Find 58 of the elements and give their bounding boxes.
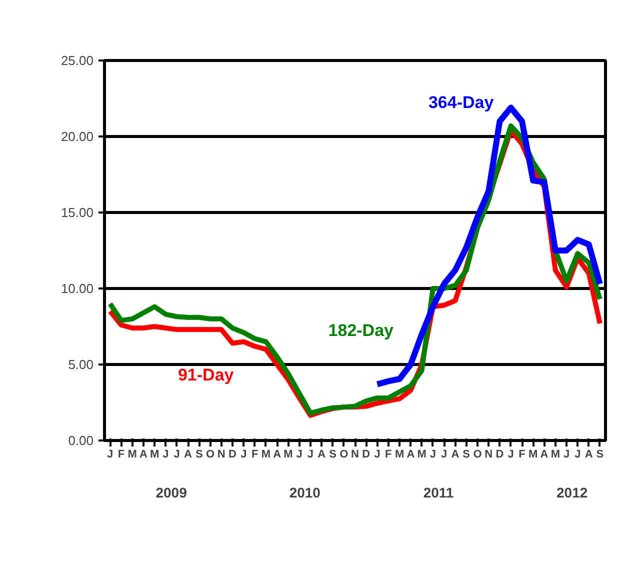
x-tick-label: M	[128, 448, 137, 460]
x-tick-label: J	[162, 448, 169, 460]
text: 2012	[556, 484, 588, 500]
series-label: 182-Day	[328, 321, 394, 340]
x-tick-label: D	[496, 448, 504, 460]
text: 2010	[289, 484, 321, 500]
x-tick-label: J	[174, 448, 180, 460]
x-tick-label: M	[261, 448, 271, 460]
x-tick-label: M	[284, 448, 293, 460]
x-tick-label: A	[273, 448, 282, 460]
text: 2011	[423, 484, 454, 500]
y-tick-label: 25.00	[60, 53, 94, 68]
x-tick-label: F	[518, 448, 526, 460]
x-tick-label: J	[374, 448, 380, 460]
x-tick-label: J	[240, 448, 247, 460]
x-tick-label: F	[251, 448, 258, 460]
x-tick-label: M	[150, 448, 160, 460]
x-tick-label: M	[528, 448, 538, 460]
x-tick-label: J	[296, 448, 302, 460]
x-tick-label: O	[473, 448, 482, 460]
x-tick-label: J	[107, 448, 114, 460]
y-tick-label: 5.00	[68, 357, 94, 372]
x-tick-label: A	[139, 448, 148, 460]
x-tick-label: A	[318, 448, 326, 460]
x-tick-label: D	[362, 448, 370, 460]
x-tick-label: J	[508, 448, 514, 460]
text: 2009	[156, 484, 188, 500]
y-tick-label: 0.00	[68, 433, 94, 448]
y-tick-label: 15.00	[60, 205, 94, 220]
y-tick-label: 20.00	[60, 129, 94, 144]
x-tick-label: A	[451, 448, 460, 460]
x-tick-label: S	[596, 448, 604, 460]
x-tick-label: J	[441, 448, 448, 460]
x-tick-label: A	[584, 448, 593, 460]
x-tick-label: A	[540, 448, 548, 460]
x-tick-label: J	[307, 448, 314, 460]
x-tick-label: N	[484, 448, 493, 460]
x-tick-label: N	[217, 448, 226, 460]
x-tick-label: F	[385, 448, 392, 460]
x-tick-label: J	[574, 448, 581, 460]
series-label: 364-Day	[428, 93, 494, 112]
series-label: 91-Day	[178, 365, 234, 384]
y-tick-label: 10.00	[60, 281, 94, 296]
x-tick-label: F	[118, 448, 125, 460]
x-tick-label: S	[462, 448, 470, 460]
x-tick-label: M	[417, 448, 426, 460]
x-tick-label: A	[406, 448, 415, 460]
x-tick-label: S	[195, 448, 203, 460]
x-tick-label: N	[351, 448, 360, 460]
x-tick-label: J	[563, 448, 570, 460]
x-tick-label: M	[394, 448, 404, 460]
x-tick-label: D	[228, 448, 237, 460]
x-tick-label: J	[430, 448, 436, 460]
x-tick-label: M	[550, 448, 560, 460]
x-tick-label: O	[206, 448, 215, 460]
x-tick-label: O	[340, 448, 349, 460]
x-tick-label: S	[329, 448, 336, 460]
x-tick-label: A	[184, 448, 192, 460]
